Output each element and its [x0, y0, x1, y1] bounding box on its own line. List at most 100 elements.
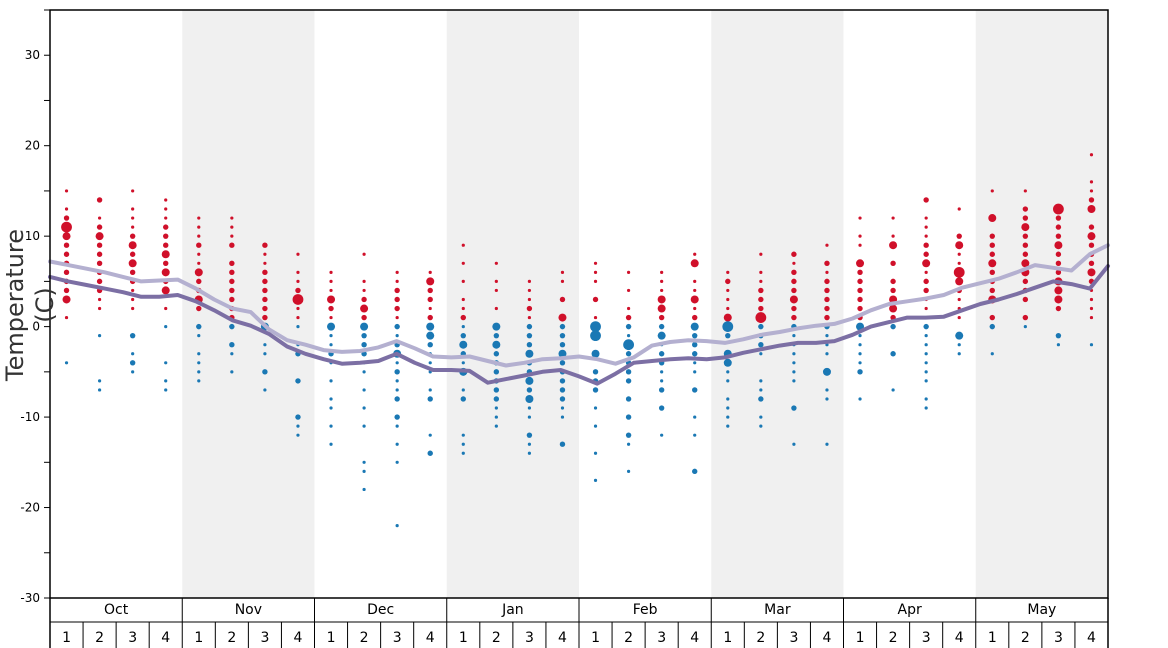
warm-point — [96, 278, 103, 285]
y-tick-label: 0 — [32, 320, 40, 334]
cold-point — [493, 396, 500, 402]
warm-point — [957, 252, 961, 256]
warm-point — [723, 313, 732, 322]
warm-point — [989, 251, 995, 257]
cold-point — [426, 331, 435, 340]
cold-point — [493, 369, 500, 375]
warm-point — [1089, 297, 1094, 302]
warm-point — [657, 295, 666, 304]
week-label: 4 — [823, 630, 832, 646]
warm-point — [626, 306, 631, 311]
warm-point — [1089, 189, 1094, 193]
cold-point — [296, 325, 300, 329]
cold-point — [362, 460, 366, 464]
warm-point — [1022, 233, 1029, 239]
warm-point — [857, 296, 863, 303]
warm-point — [758, 287, 764, 294]
warm-point — [890, 278, 896, 285]
cold-point — [625, 369, 632, 375]
cold-point — [64, 361, 69, 365]
warm-point — [1053, 203, 1064, 215]
cold-point — [427, 450, 433, 456]
warm-point — [263, 261, 267, 265]
cold-point — [692, 332, 698, 339]
cold-point — [527, 406, 532, 410]
warm-point — [923, 242, 929, 248]
cold-point — [593, 478, 598, 482]
warm-point — [197, 261, 201, 265]
warm-point — [1089, 315, 1094, 320]
cold-point — [493, 387, 500, 393]
week-label: 4 — [558, 630, 567, 646]
cold-point — [759, 388, 763, 392]
cold-point — [360, 322, 369, 331]
warm-point — [1088, 224, 1095, 230]
cold-point — [726, 370, 730, 374]
cold-point — [825, 442, 829, 446]
month-band — [711, 10, 844, 598]
y-tick-label: 10 — [25, 229, 40, 243]
warm-point — [361, 314, 367, 321]
cold-point — [658, 387, 665, 393]
cold-point — [527, 451, 532, 455]
cold-point — [559, 378, 566, 384]
cold-point — [461, 325, 465, 329]
warm-point — [922, 259, 931, 268]
warm-point — [792, 261, 796, 265]
warm-point — [989, 269, 995, 276]
cold-point — [428, 433, 432, 437]
warm-point — [625, 314, 632, 321]
warm-point — [1054, 241, 1063, 250]
cold-point — [758, 342, 764, 348]
warm-point — [990, 189, 994, 193]
y-tick-label: -20 — [20, 501, 40, 515]
cold-point — [362, 424, 366, 428]
cold-point — [460, 332, 466, 339]
warm-point — [559, 296, 566, 303]
warm-point — [129, 269, 136, 276]
cold-point — [957, 352, 961, 356]
month-label: Apr — [898, 602, 922, 618]
cold-point — [329, 334, 333, 338]
week-label: 4 — [426, 630, 435, 646]
warm-point — [856, 259, 865, 268]
cold-point — [758, 396, 764, 402]
cold-point — [558, 349, 567, 358]
warm-point — [161, 286, 170, 295]
warm-point — [461, 243, 465, 247]
cold-point — [229, 323, 235, 330]
cold-point — [361, 332, 367, 339]
warm-point — [97, 306, 102, 311]
warm-point — [494, 288, 498, 293]
warm-point — [824, 314, 830, 321]
week-label: 1 — [591, 630, 600, 646]
cold-point — [460, 396, 466, 402]
cold-point — [197, 334, 201, 338]
warm-point — [230, 216, 234, 220]
cold-point — [593, 406, 598, 410]
warm-point — [97, 297, 102, 302]
month-label: Dec — [367, 602, 394, 618]
warm-point — [660, 270, 664, 274]
week-label: 1 — [988, 630, 997, 646]
warm-point — [229, 278, 235, 285]
warm-point — [726, 297, 730, 302]
week-label: 1 — [194, 630, 203, 646]
month-label: Mar — [764, 602, 791, 618]
warm-point — [164, 198, 168, 202]
warm-point — [262, 305, 268, 312]
warm-point — [791, 314, 797, 321]
cold-point — [792, 352, 796, 356]
warm-point — [394, 305, 400, 312]
warm-point — [693, 306, 697, 311]
warm-point — [426, 277, 435, 286]
cold-point — [924, 406, 928, 410]
cold-point — [758, 323, 764, 330]
cold-point — [362, 469, 366, 473]
cold-point — [394, 414, 400, 420]
warm-point — [693, 279, 697, 283]
warm-point — [229, 269, 235, 276]
cold-point — [395, 442, 399, 446]
warm-point — [824, 260, 830, 266]
cold-point — [657, 331, 666, 340]
